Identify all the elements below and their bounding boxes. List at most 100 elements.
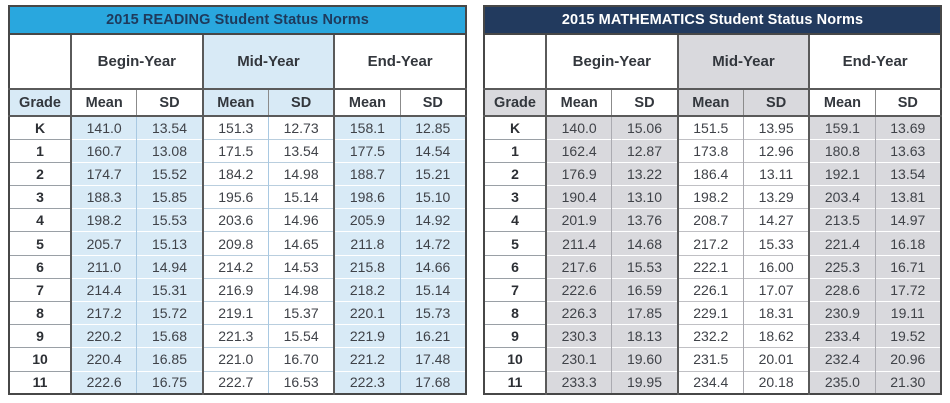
value-cell: 233.4	[808, 324, 876, 348]
grade-cell: K	[9, 116, 72, 140]
grade-cell: 10	[484, 347, 547, 372]
value-cell: 162.4	[545, 138, 612, 163]
value-cell: 13.81	[874, 185, 941, 209]
value-cell: 13.54	[874, 161, 941, 186]
value-cell: 19.60	[611, 347, 678, 372]
value-cell: 14.53	[267, 254, 335, 279]
table-title: 2015 MATHEMATICS Student Status Norms	[484, 6, 941, 35]
table-row: 11 233.3 19.95 234.4 20.18 235.0 21.30	[484, 370, 941, 395]
sd-column-header: SD	[742, 89, 810, 117]
value-cell: 221.3	[201, 324, 269, 348]
value-cell: 12.96	[742, 138, 810, 163]
value-cell: 15.54	[267, 324, 335, 348]
value-cell: 203.4	[808, 185, 876, 209]
value-cell: 14.98	[267, 161, 335, 186]
value-cell: 12.73	[267, 115, 335, 140]
value-cell: 12.87	[611, 138, 678, 163]
sub-header-row: Grade Mean SD Mean SD Mean SD	[484, 89, 941, 117]
value-cell: 221.0	[201, 347, 269, 372]
table-row: 7 214.4 15.31 216.9 14.98 218.2 15.14	[9, 277, 466, 302]
value-cell: 16.21	[399, 324, 466, 348]
value-cell: 15.31	[136, 277, 203, 302]
value-cell: 15.85	[136, 185, 203, 209]
mean-column-header: Mean	[808, 89, 876, 117]
value-cell: 211.4	[545, 231, 612, 256]
value-cell: 141.0	[70, 115, 137, 140]
value-cell: 14.66	[399, 254, 466, 279]
table-row: 1 160.7 13.08 171.5 13.54 177.5 14.54	[9, 138, 466, 163]
value-cell: 15.06	[611, 115, 678, 140]
value-cell: 15.33	[742, 231, 810, 256]
table-row: 6 217.6 15.53 222.1 16.00 225.3 16.71	[484, 254, 941, 279]
table-row: 8 226.3 17.85 229.1 18.31 230.9 19.11	[484, 300, 941, 325]
value-cell: 226.1	[676, 277, 744, 302]
mean-column-header: Mean	[545, 89, 612, 117]
grade-cell: 9	[9, 324, 72, 348]
mid-year-header: Mid-Year	[676, 34, 810, 90]
value-cell: 15.53	[611, 254, 678, 279]
value-cell: 16.75	[136, 370, 203, 395]
value-cell: 215.8	[333, 254, 401, 279]
value-cell: 160.7	[70, 138, 137, 163]
value-cell: 228.6	[808, 277, 876, 302]
value-cell: 174.7	[70, 161, 137, 186]
value-cell: 19.52	[874, 324, 941, 348]
table-row: 3 190.4 13.10 198.2 13.29 203.4 13.81	[484, 185, 941, 209]
table-row: 4 198.2 15.53 203.6 14.96 205.9 14.92	[9, 208, 466, 232]
value-cell: 13.63	[874, 138, 941, 163]
table-row: K 141.0 13.54 151.3 12.73 158.1 12.85	[9, 115, 466, 140]
value-cell: 158.1	[333, 115, 401, 140]
value-cell: 198.2	[70, 208, 137, 232]
table-row: 9 220.2 15.68 221.3 15.54 221.9 16.21	[9, 324, 466, 348]
value-cell: 234.4	[676, 370, 744, 395]
value-cell: 203.6	[201, 208, 269, 232]
value-cell: 205.9	[333, 208, 401, 232]
value-cell: 173.8	[676, 138, 744, 163]
column-group-header-row: Begin-Year Mid-Year End-Year	[484, 34, 941, 90]
value-cell: 217.2	[70, 300, 137, 325]
value-cell: 180.8	[808, 138, 876, 163]
table-row: 5 211.4 14.68 217.2 15.33 221.4 16.18	[484, 231, 941, 256]
value-cell: 16.70	[267, 347, 335, 372]
reading-norms-table: 2015 READING Student Status Norms Begin-…	[8, 5, 467, 396]
value-cell: 231.5	[676, 347, 744, 372]
grade-cell: 6	[9, 254, 72, 279]
value-cell: 14.27	[742, 208, 810, 232]
value-cell: 14.68	[611, 231, 678, 256]
grade-cell: 11	[9, 370, 72, 395]
value-cell: 18.62	[742, 324, 810, 348]
grade-cell: 1	[9, 138, 72, 163]
grade-cell: 3	[484, 185, 547, 209]
value-cell: 214.2	[201, 254, 269, 279]
value-cell: 17.68	[399, 370, 466, 395]
value-cell: 205.7	[70, 231, 137, 256]
value-cell: 211.8	[333, 231, 401, 256]
value-cell: 19.95	[611, 370, 678, 395]
value-cell: 235.0	[808, 370, 876, 395]
grade-cell: 8	[9, 300, 72, 325]
value-cell: 201.9	[545, 208, 612, 232]
value-cell: 17.07	[742, 277, 810, 302]
table-row: 11 222.6 16.75 222.7 16.53 222.3 17.68	[9, 370, 466, 395]
value-cell: 14.92	[399, 208, 466, 232]
value-cell: 15.10	[399, 185, 466, 209]
value-cell: 13.76	[611, 208, 678, 232]
value-cell: 20.18	[742, 370, 810, 395]
value-cell: 13.08	[136, 138, 203, 163]
value-cell: 184.2	[201, 161, 269, 186]
grade-cell: 2	[9, 161, 72, 186]
value-cell: 220.2	[70, 324, 137, 348]
grade-cell: 9	[484, 324, 547, 348]
value-cell: 14.98	[267, 277, 335, 302]
value-cell: 177.5	[333, 138, 401, 163]
sd-column-header: SD	[399, 89, 466, 117]
empty-corner-cell	[484, 34, 547, 90]
value-cell: 230.3	[545, 324, 612, 348]
value-cell: 19.11	[874, 300, 941, 325]
value-cell: 15.14	[267, 185, 335, 209]
grade-column-header: Grade	[9, 89, 72, 117]
value-cell: 16.59	[611, 277, 678, 302]
mean-column-header: Mean	[201, 89, 269, 117]
value-cell: 15.13	[136, 231, 203, 256]
value-cell: 14.54	[399, 138, 466, 163]
